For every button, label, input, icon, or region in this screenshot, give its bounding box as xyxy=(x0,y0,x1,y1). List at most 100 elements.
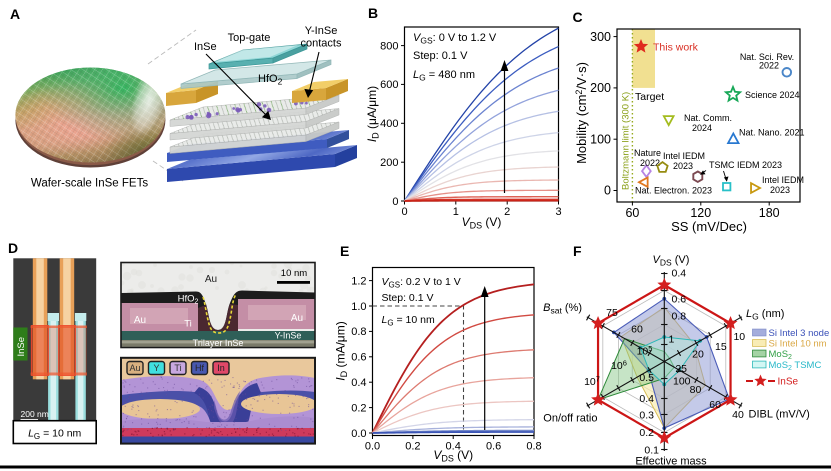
svg-text:SS (mV/Dec): SS (mV/Dec) xyxy=(671,219,747,234)
svg-text:180: 180 xyxy=(759,206,780,220)
svg-text:0.5: 0.5 xyxy=(639,372,654,384)
svg-text:10 nm: 10 nm xyxy=(281,268,307,279)
svg-text:DIBL (mV/V): DIBL (mV/V) xyxy=(749,409,810,421)
svg-text:Effective mass: Effective mass xyxy=(635,456,707,468)
svg-text:Target: Target xyxy=(635,91,664,103)
svg-text:15: 15 xyxy=(715,341,727,353)
svg-text:0.0: 0.0 xyxy=(365,441,380,453)
svg-text:2: 2 xyxy=(504,206,510,218)
svg-text:100: 100 xyxy=(673,375,691,387)
svg-text:Y-InSe: Y-InSe xyxy=(305,25,338,37)
svg-text:Si Intel 3 node: Si Intel 3 node xyxy=(769,328,830,339)
svg-text:0.3: 0.3 xyxy=(639,410,654,422)
svg-text:20: 20 xyxy=(692,349,704,361)
svg-text:0.6: 0.6 xyxy=(486,441,501,453)
svg-text:1.0: 1.0 xyxy=(351,301,366,313)
svg-text:Bsat (%): Bsat (%) xyxy=(543,302,582,316)
svg-text:200 nm: 200 nm xyxy=(21,409,49,419)
svg-text:F: F xyxy=(573,243,582,259)
svg-text:InSe: InSe xyxy=(778,377,799,388)
svg-text:On/off ratio: On/off ratio xyxy=(543,413,597,425)
svg-text:ID (μA/μm): ID (μA/μm) xyxy=(365,86,381,142)
svg-text:60: 60 xyxy=(709,399,721,411)
svg-text:0.1: 0.1 xyxy=(644,445,659,457)
svg-text:InSe: InSe xyxy=(16,337,27,357)
svg-text:Au: Au xyxy=(291,313,303,324)
svg-text:D: D xyxy=(8,240,18,256)
svg-text:Step: 0.1 V: Step: 0.1 V xyxy=(413,50,468,62)
svg-text:0.8: 0.8 xyxy=(672,311,687,323)
svg-text:0.4: 0.4 xyxy=(639,393,654,405)
svg-text:A: A xyxy=(10,6,20,22)
svg-text:200: 200 xyxy=(590,81,611,95)
svg-text:400: 400 xyxy=(380,118,398,130)
svg-text:Nature: Nature xyxy=(634,148,661,158)
svg-text:Top-gate: Top-gate xyxy=(228,32,271,44)
svg-text:Y-InSe: Y-InSe xyxy=(275,331,302,341)
svg-text:800: 800 xyxy=(380,40,398,52)
svg-text:LG (nm): LG (nm) xyxy=(746,308,784,322)
svg-text:E: E xyxy=(340,243,349,259)
svg-text:LG = 10 nm: LG = 10 nm xyxy=(28,428,81,442)
svg-text:75: 75 xyxy=(606,307,618,319)
svg-text:0.4: 0.4 xyxy=(672,268,687,280)
svg-text:Nat. Sci. Rev.: Nat. Sci. Rev. xyxy=(740,52,794,62)
svg-text:Mobility (cm2/V·s): Mobility (cm2/V·s) xyxy=(574,62,589,164)
svg-text:0.6: 0.6 xyxy=(672,294,687,306)
svg-text:0.6: 0.6 xyxy=(351,352,366,364)
svg-text:0.2: 0.2 xyxy=(405,441,420,453)
svg-text:Step: 0.1 V: Step: 0.1 V xyxy=(382,292,434,304)
svg-text:C: C xyxy=(573,9,583,25)
svg-text:VDS (V): VDS (V) xyxy=(653,254,690,268)
svg-text:Ti: Ti xyxy=(184,319,192,330)
svg-text:0.8: 0.8 xyxy=(526,441,541,453)
svg-text:VGS: 0.2 V to 1 V: VGS: 0.2 V to 1 V xyxy=(382,276,461,290)
svg-text:LG = 10 nm: LG = 10 nm xyxy=(382,314,435,328)
svg-text:0: 0 xyxy=(401,206,407,218)
svg-text:Ti: Ti xyxy=(174,363,181,373)
svg-text:MoS2 TSMC: MoS2 TSMC xyxy=(769,360,822,372)
svg-text:Hf: Hf xyxy=(195,363,204,373)
svg-text:Nat. Nano. 2021: Nat. Nano. 2021 xyxy=(739,128,805,138)
svg-text:Si Intel 10 nm: Si Intel 10 nm xyxy=(769,338,827,349)
svg-text:TSMC IEDM 2023: TSMC IEDM 2023 xyxy=(709,160,782,170)
svg-text:Wafer-scale InSe FETs: Wafer-scale InSe FETs xyxy=(31,178,148,190)
svg-text:Nat. Comm.: Nat. Comm. xyxy=(684,113,732,123)
svg-text:0.4: 0.4 xyxy=(446,441,461,453)
svg-text:3: 3 xyxy=(555,206,561,218)
svg-text:60: 60 xyxy=(625,206,639,220)
svg-text:0.8: 0.8 xyxy=(351,326,366,338)
svg-text:This work: This work xyxy=(653,42,699,54)
svg-text:1: 1 xyxy=(669,333,675,345)
svg-text:Intel IEDM: Intel IEDM xyxy=(762,175,804,185)
svg-text:2023: 2023 xyxy=(673,161,693,171)
svg-text:200: 200 xyxy=(380,157,398,169)
svg-text:25: 25 xyxy=(675,363,687,375)
svg-text:Y: Y xyxy=(153,363,159,373)
svg-text:120: 120 xyxy=(690,206,711,220)
svg-text:Boltzmann limit (300 K): Boltzmann limit (300 K) xyxy=(621,92,632,190)
svg-text:VGS: 0 V to 1.2 V: VGS: 0 V to 1.2 V xyxy=(413,32,497,46)
svg-text:HfO2: HfO2 xyxy=(178,294,199,306)
svg-text:2022: 2022 xyxy=(759,60,779,70)
svg-text:0.2: 0.2 xyxy=(639,427,654,439)
svg-text:Au: Au xyxy=(205,274,217,285)
svg-text:100: 100 xyxy=(590,132,611,146)
svg-text:MoS2: MoS2 xyxy=(769,349,793,361)
svg-text:Trilayer InSe: Trilayer InSe xyxy=(193,338,244,348)
svg-text:LG = 480 nm: LG = 480 nm xyxy=(413,69,475,83)
svg-text:InSe: InSe xyxy=(194,41,217,53)
svg-text:VDS (V): VDS (V) xyxy=(433,448,473,464)
svg-text:1: 1 xyxy=(453,206,459,218)
svg-text:1.2: 1.2 xyxy=(351,275,366,287)
svg-text:0: 0 xyxy=(604,184,611,198)
svg-text:Intel IEDM: Intel IEDM xyxy=(663,151,705,161)
svg-text:600: 600 xyxy=(380,79,398,91)
svg-text:ID (mA/μm): ID (mA/μm) xyxy=(334,321,350,380)
svg-text:0: 0 xyxy=(392,196,398,208)
svg-text:VDS (V): VDS (V) xyxy=(462,215,502,231)
svg-text:10: 10 xyxy=(733,331,745,343)
svg-text:Science 2024: Science 2024 xyxy=(745,90,800,100)
svg-text:In: In xyxy=(217,363,225,373)
svg-text:0.2: 0.2 xyxy=(351,402,366,414)
